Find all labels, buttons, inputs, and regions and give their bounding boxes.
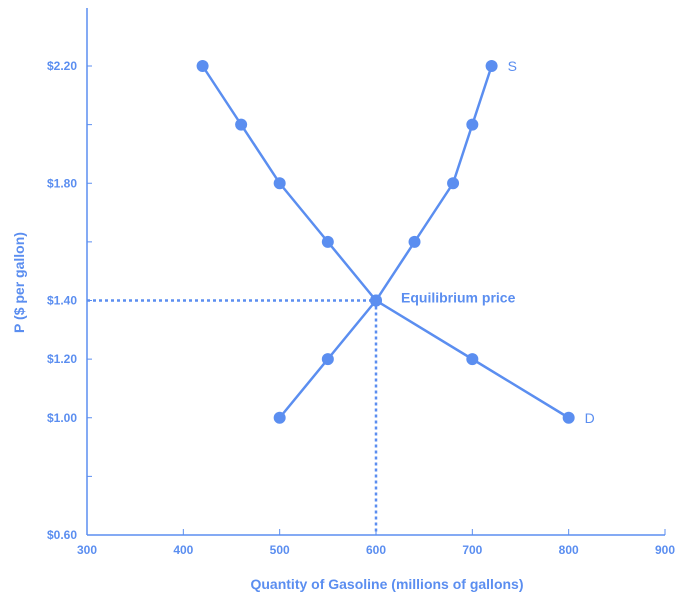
x-tick-label: 700	[462, 543, 482, 557]
series-s-point	[408, 235, 421, 248]
x-tick-label: 300	[77, 543, 97, 557]
x-tick-label: 800	[559, 543, 579, 557]
series-d-point	[370, 294, 382, 307]
series-name-label: S	[508, 58, 517, 74]
axes: 300 400 500 600 700 800 900 $0.60 $1.00 $1.20 $1.4…	[47, 8, 675, 557]
y-tick-label: $1.00	[47, 411, 77, 425]
series-lines	[201, 65, 570, 419]
series-s-line	[278, 65, 493, 419]
series-name-label: D	[585, 410, 595, 426]
y-tick-label: $0.60	[47, 528, 77, 542]
series-d-line	[201, 65, 570, 419]
series-s-point	[485, 60, 498, 72]
series-d-point	[466, 353, 479, 366]
y-tick-label: $1.20	[47, 352, 77, 366]
series-s-point	[447, 177, 460, 190]
series-points	[196, 60, 575, 424]
x-axis-title: Quantity of Gasoline (millions of gallon…	[250, 576, 523, 592]
series-d-point	[235, 118, 248, 131]
x-tick-label: 900	[655, 543, 675, 557]
equilibrium-guides	[87, 299, 378, 535]
series-d-point	[562, 411, 575, 424]
x-tick-label: 600	[366, 543, 386, 557]
y-tick-label: $1.40	[47, 294, 77, 308]
series-s-point	[273, 411, 286, 424]
y-axis-title: P ($ per gallon)	[11, 232, 27, 333]
labels: Quantity of Gasoline (millions of gallon…	[11, 58, 595, 592]
x-tick-label: 400	[173, 543, 193, 557]
y-tick-label: $2.20	[47, 59, 77, 73]
series-s-point	[466, 118, 479, 131]
series-d-point	[196, 60, 209, 72]
series-s-point	[321, 353, 334, 366]
series-d-point	[273, 177, 286, 190]
series-d-point	[321, 235, 334, 248]
y-tick-label: $1.80	[47, 176, 77, 190]
x-tick-label: 500	[270, 543, 290, 557]
equilibrium-label: Equilibrium price	[401, 290, 516, 306]
